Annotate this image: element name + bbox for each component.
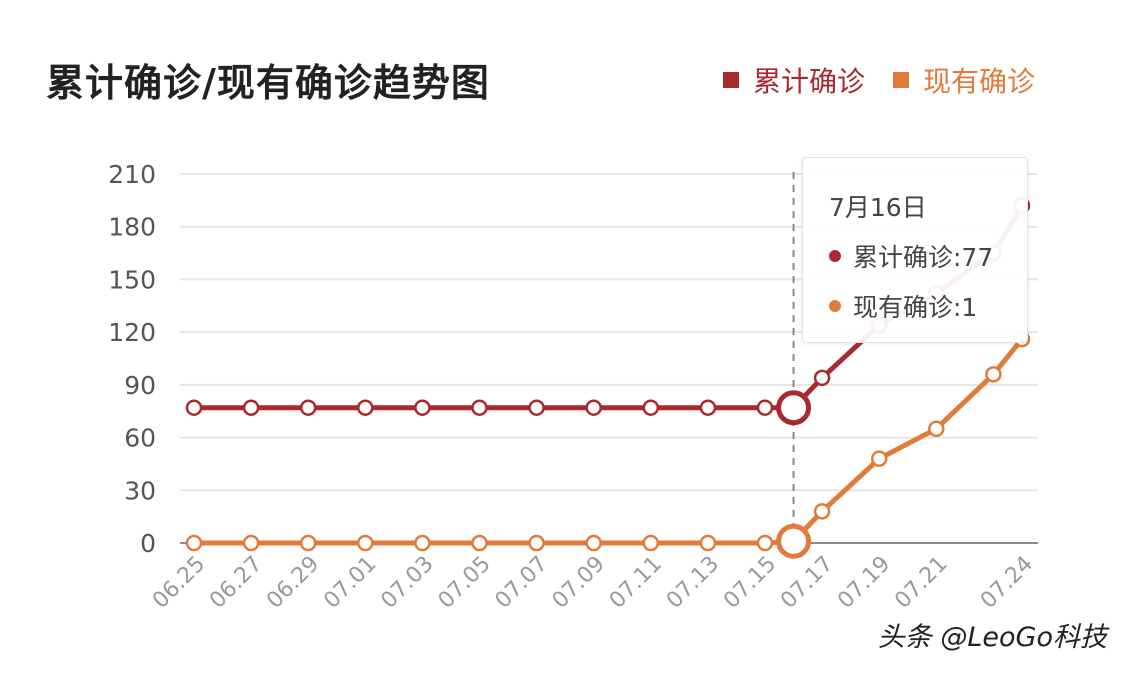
data-point-0-07.11 bbox=[642, 399, 660, 416]
data-point-1-07.01 bbox=[357, 534, 374, 552]
chart-tooltip: 7月16日 累计确诊:77 现有确诊:1 bbox=[802, 157, 1028, 343]
tooltip-row-cumulative: 累计确诊:77 bbox=[829, 238, 1027, 274]
data-point-1-07.23 bbox=[985, 366, 1002, 383]
chart-legend: 累计确诊 现有确诊 bbox=[722, 60, 1035, 100]
y-tick-label-0: 0 bbox=[140, 529, 156, 558]
legend-label-current: 现有确诊 bbox=[922, 65, 1035, 98]
x-tick-label-07.15: 07.15 bbox=[719, 552, 781, 614]
series-line-1 bbox=[194, 337, 1024, 546]
legend-swatch-cumulative bbox=[722, 72, 739, 88]
data-point-0-07.01 bbox=[357, 399, 374, 416]
y-tick-label-210: 210 bbox=[108, 160, 156, 189]
watermark-text: 头条 @LeoGo科技 bbox=[877, 622, 1107, 653]
x-tick-label-07.09: 07.09 bbox=[548, 552, 610, 614]
x-tick-label-07.24: 07.24 bbox=[976, 552, 1038, 614]
x-tick-label-07.07: 07.07 bbox=[491, 552, 553, 614]
y-tick-label-180: 180 bbox=[108, 213, 156, 242]
data-point-1-07.16 bbox=[776, 523, 812, 559]
data-point-0-07.16 bbox=[776, 390, 812, 426]
x-tick-label-06.25: 06.25 bbox=[148, 552, 210, 614]
data-point-1-07.05 bbox=[471, 534, 488, 552]
x-tick-label-07.19: 07.19 bbox=[833, 552, 895, 614]
data-point-0-06.25 bbox=[185, 399, 203, 416]
data-point-1-07.09 bbox=[585, 534, 602, 552]
x-tick-label-07.01: 07.01 bbox=[319, 552, 381, 614]
tooltip-dot-cumulative bbox=[829, 250, 841, 262]
data-point-0-07.13 bbox=[699, 399, 717, 416]
x-tick-label-07.03: 07.03 bbox=[376, 552, 438, 614]
data-point-0-07.03 bbox=[414, 399, 431, 416]
data-point-1-06.25 bbox=[185, 534, 203, 552]
data-point-0-06.29 bbox=[299, 399, 317, 416]
data-point-1-07.11 bbox=[642, 534, 660, 552]
data-point-0-07.05 bbox=[471, 399, 488, 416]
data-point-1-07.15 bbox=[756, 534, 774, 552]
x-tick-label-06.29: 06.29 bbox=[262, 552, 324, 614]
data-point-1-07.07 bbox=[528, 534, 545, 552]
data-point-1-07.17 bbox=[813, 503, 831, 520]
legend-swatch-current bbox=[892, 72, 909, 88]
chart-title: 累计确诊/现有确诊趋势图 bbox=[46, 61, 490, 105]
y-tick-label-90: 90 bbox=[124, 371, 156, 400]
y-tick-label-30: 30 bbox=[124, 476, 156, 505]
x-tick-label-07.17: 07.17 bbox=[776, 552, 838, 614]
data-point-1-07.13 bbox=[699, 534, 717, 552]
tooltip-dot-current bbox=[829, 300, 841, 312]
data-point-0-07.07 bbox=[528, 399, 545, 416]
y-tick-label-60: 60 bbox=[124, 424, 156, 453]
data-point-1-07.03 bbox=[414, 534, 431, 552]
x-tick-label-07.13: 07.13 bbox=[662, 552, 724, 614]
data-point-0-07.15 bbox=[756, 399, 774, 416]
tooltip-value-current: 现有确诊:1 bbox=[853, 293, 978, 322]
legend-item-current[interactable]: 现有确诊 bbox=[892, 60, 1035, 100]
data-point-1-07.19 bbox=[870, 450, 888, 467]
data-point-1-07.21 bbox=[928, 420, 945, 438]
x-tick-label-07.11: 07.11 bbox=[605, 552, 667, 614]
tooltip-value-cumulative: 累计确诊:77 bbox=[853, 243, 994, 272]
tooltip-row-current: 现有确诊:1 bbox=[829, 288, 1027, 324]
legend-label-cumulative: 累计确诊 bbox=[752, 65, 865, 98]
data-point-0-07.09 bbox=[585, 399, 602, 416]
x-tick-label-06.27: 06.27 bbox=[205, 552, 267, 614]
data-point-0-07.17 bbox=[813, 369, 831, 387]
data-point-1-06.27 bbox=[242, 534, 260, 552]
data-point-0-06.27 bbox=[242, 399, 260, 416]
legend-item-cumulative[interactable]: 累计确诊 bbox=[722, 60, 865, 100]
x-tick-label-07.05: 07.05 bbox=[434, 552, 496, 614]
data-point-1-06.29 bbox=[299, 534, 317, 552]
y-tick-label-120: 120 bbox=[108, 318, 156, 347]
y-tick-label-150: 150 bbox=[108, 265, 156, 294]
x-tick-label-07.21: 07.21 bbox=[890, 552, 952, 614]
tooltip-date: 7月16日 bbox=[829, 193, 927, 222]
